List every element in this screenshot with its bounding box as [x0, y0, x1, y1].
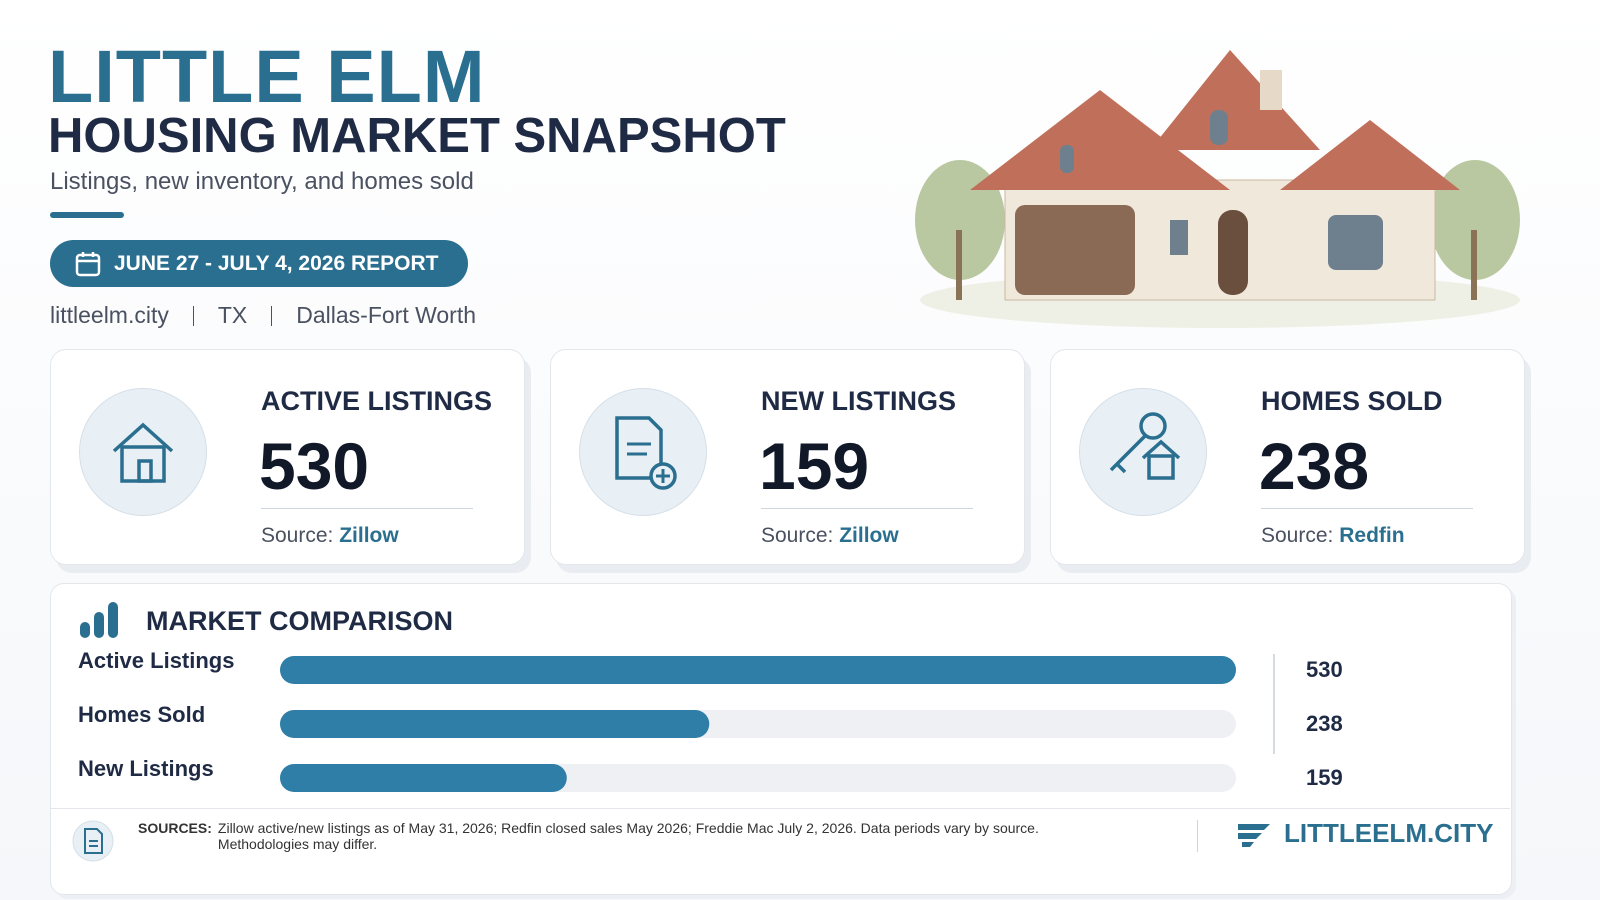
comparison-title: MARKET COMPARISON — [146, 606, 453, 636]
chart-icon — [80, 602, 118, 638]
sources-text: Zillow active/new listings as of May 31,… — [217, 820, 1039, 852]
brand-logo — [1238, 824, 1270, 847]
report-date: JUNE 27 - JULY 4, 2026 REPORT — [114, 251, 439, 275]
separator — [271, 305, 273, 326]
sources-label: SOURCES: — [138, 820, 212, 836]
tagline: Listings, new inventory, and homes sold — [50, 168, 474, 195]
card-label: NEW LISTINGS — [761, 386, 956, 416]
card-rule — [1261, 508, 1473, 509]
comparison-bars — [280, 656, 1236, 792]
bar-label: New Listings — [78, 756, 214, 781]
separator — [192, 305, 194, 326]
footer-divider — [1197, 820, 1198, 852]
source-name: Zillow — [339, 524, 399, 547]
subtitle: HOUSING MARKET SNAPSHOT — [48, 109, 786, 163]
card-icon — [79, 388, 207, 516]
card-source: Source: Zillow — [261, 524, 399, 548]
footer — [50, 808, 1510, 893]
card-source: Source: Redfin — [1261, 524, 1405, 548]
site: littleelm.city — [50, 302, 169, 328]
card-value: 238 — [1259, 429, 1370, 503]
bar — [280, 656, 1236, 684]
bar — [280, 710, 710, 738]
location: littleelm.city TX Dallas-Fort Worth — [50, 302, 476, 329]
source-prefix: Source: — [261, 524, 334, 547]
source-prefix: Source: — [1261, 524, 1334, 547]
card-label: HOMES SOLD — [1261, 386, 1443, 416]
sources: SOURCES: Zillow active/new listings as of… — [138, 820, 1098, 852]
bar-label: Active Listings — [78, 648, 235, 673]
title: LITTLE ELM — [48, 35, 486, 118]
source-name: Redfin — [1339, 524, 1405, 547]
card-source: Source: Zillow — [761, 524, 899, 548]
brand: LITTLEELM.CITY — [1284, 818, 1494, 848]
bar-value: 159 — [1306, 765, 1343, 790]
metro: Dallas-Fort Worth — [296, 302, 477, 328]
doc-icon — [72, 820, 114, 862]
house-illustration — [915, 50, 1520, 328]
stat-card: ACTIVE LISTINGS 530 Source: Zillow — [50, 349, 525, 565]
report-badge: JUNE 27 - JULY 4, 2026 REPORT — [50, 240, 468, 287]
state: TX — [217, 302, 248, 328]
accent-rule — [50, 212, 124, 218]
bar-label: Homes Sold — [78, 702, 206, 727]
card-rule — [761, 508, 973, 509]
stat-card: NEW LISTINGS 159 Source: Zillow — [550, 349, 1025, 565]
card-label: ACTIVE LISTINGS — [261, 386, 493, 416]
comparison-panel — [50, 583, 1512, 895]
card-value: 530 — [259, 429, 370, 503]
card-value: 159 — [759, 429, 870, 503]
card-icon — [579, 388, 707, 516]
source-name: Zillow — [839, 524, 899, 547]
card-icon — [1079, 388, 1207, 516]
calendar-icon — [75, 251, 101, 276]
bar-value: 238 — [1306, 711, 1343, 736]
source-prefix: Source: — [761, 524, 834, 547]
bar-value: 530 — [1306, 657, 1343, 682]
stat-card: HOMES SOLD 238 Source: Redfin — [1050, 349, 1525, 565]
divider — [1273, 654, 1275, 754]
bar — [280, 764, 567, 792]
card-rule — [261, 508, 473, 509]
